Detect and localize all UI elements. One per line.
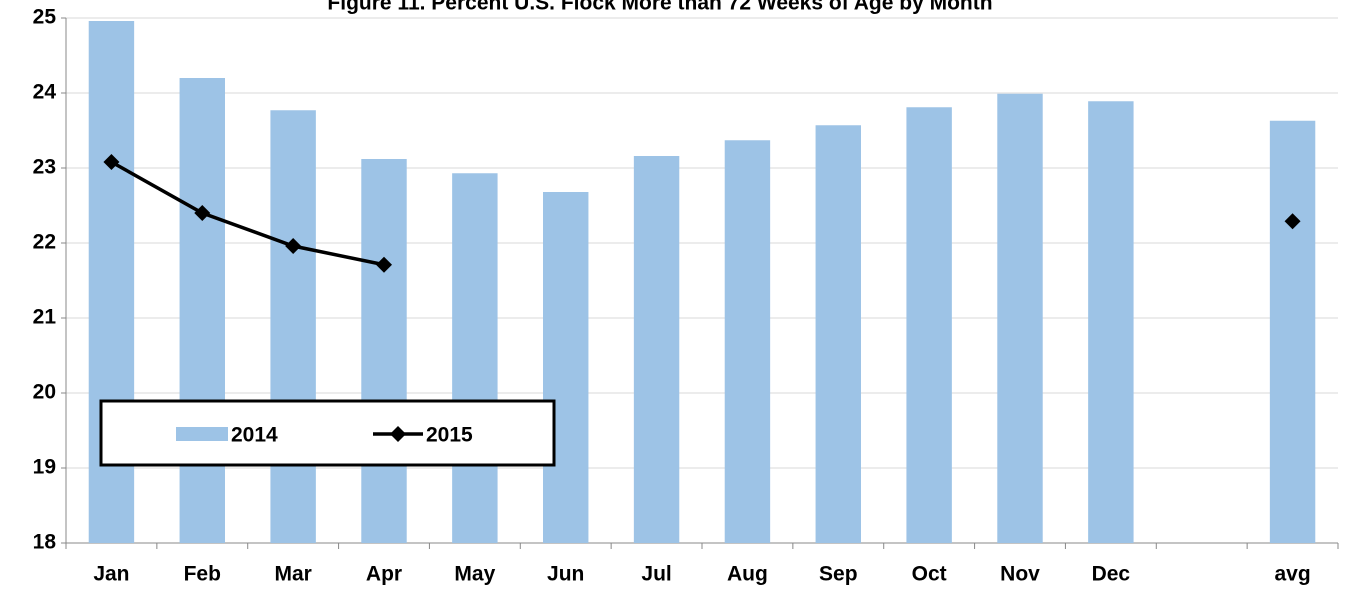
x-tick-label: Feb (184, 563, 221, 586)
bar (179, 78, 225, 543)
x-tick-label: Jun (547, 563, 584, 586)
y-tick-label: 22 (33, 231, 56, 254)
bar (724, 140, 771, 543)
x-tick-label: Nov (1000, 563, 1040, 586)
x-tick-label: Jul (641, 563, 671, 586)
x-tick-label: avg (1274, 563, 1310, 586)
legend-label: 2014 (231, 424, 278, 447)
y-tick-label: 19 (33, 456, 56, 479)
legend-swatch (176, 427, 228, 441)
legend-label: 2015 (426, 424, 473, 447)
y-tick-label: 23 (33, 156, 56, 179)
x-tick-label: May (454, 563, 495, 586)
marker (1284, 213, 1301, 230)
bar (1269, 120, 1316, 543)
y-tick-label: 18 (33, 531, 57, 554)
y-tick-label: 21 (33, 306, 57, 329)
x-tick-label: Dec (1092, 563, 1131, 586)
x-tick-label: Jan (93, 563, 129, 586)
marker (285, 238, 302, 254)
bar (361, 159, 407, 543)
legend-box (99, 399, 556, 467)
bar (452, 173, 498, 543)
marker (103, 154, 120, 170)
bar (633, 156, 680, 543)
x-tick-label: Aug (727, 563, 768, 586)
marker (194, 205, 211, 221)
x-tick-label: Sep (819, 563, 858, 586)
y-tick-label: 24 (33, 81, 57, 104)
y-tick-label: 20 (33, 381, 56, 404)
y-tick-label: 25 (33, 6, 57, 29)
bar (1088, 101, 1134, 543)
chart-title: Figure 11. Percent U.S. Flock More than … (327, 0, 992, 15)
bar (270, 110, 316, 543)
bar (543, 192, 589, 543)
legend-marker (390, 426, 406, 442)
bar (997, 93, 1043, 543)
bar (815, 125, 861, 543)
x-tick-label: Oct (912, 563, 947, 586)
x-tick-label: Mar (274, 563, 311, 586)
marker (376, 256, 392, 273)
x-tick-label: Apr (366, 563, 402, 586)
bar (906, 107, 952, 543)
